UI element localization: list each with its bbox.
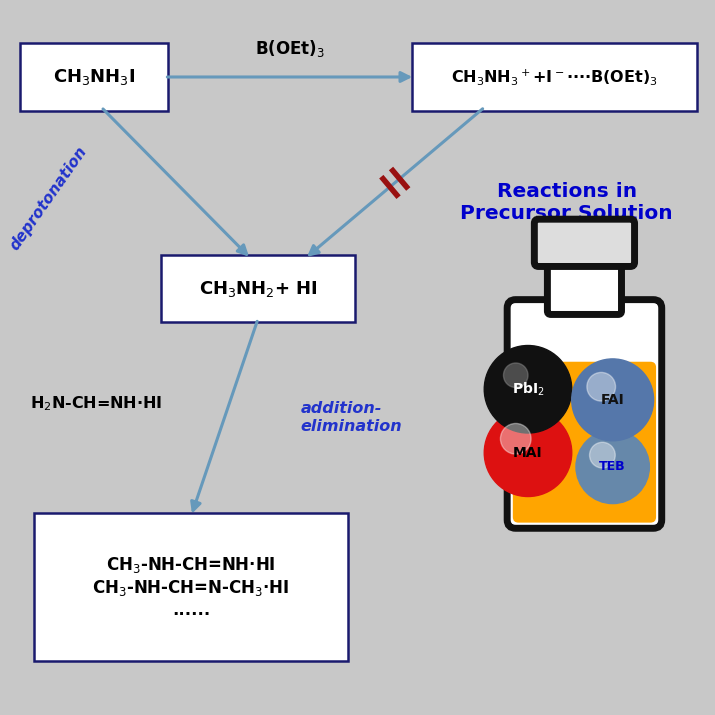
Circle shape: [576, 430, 649, 503]
Circle shape: [503, 363, 528, 388]
Text: B(OEt)$_3$: B(OEt)$_3$: [255, 39, 325, 59]
Text: PbI$_2$: PbI$_2$: [512, 380, 544, 398]
Circle shape: [500, 423, 531, 454]
FancyBboxPatch shape: [161, 255, 355, 322]
FancyBboxPatch shape: [548, 256, 621, 315]
Text: CH$_3$NH$_3$I: CH$_3$NH$_3$I: [53, 67, 135, 87]
Text: MAI: MAI: [513, 445, 543, 460]
Text: CH$_3$NH$_3$$^+$+I$^-$····B(OEt)$_3$: CH$_3$NH$_3$$^+$+I$^-$····B(OEt)$_3$: [451, 67, 658, 87]
Circle shape: [590, 443, 615, 468]
Text: Reactions in
Precursor Solution: Reactions in Precursor Solution: [460, 182, 673, 223]
Text: H$_2$N-CH=NH·HI: H$_2$N-CH=NH·HI: [31, 394, 162, 413]
FancyBboxPatch shape: [534, 220, 634, 267]
FancyBboxPatch shape: [507, 300, 661, 528]
Text: addition-
elimination: addition- elimination: [300, 401, 402, 434]
Text: FAI: FAI: [601, 393, 624, 407]
FancyBboxPatch shape: [20, 44, 168, 111]
Circle shape: [484, 409, 572, 496]
Text: deprotonation: deprotonation: [6, 144, 89, 253]
FancyBboxPatch shape: [513, 362, 656, 523]
Text: CH$_3$NH$_2$+ HI: CH$_3$NH$_2$+ HI: [199, 279, 317, 299]
Circle shape: [587, 373, 616, 401]
Circle shape: [572, 359, 654, 440]
FancyBboxPatch shape: [34, 513, 348, 661]
FancyBboxPatch shape: [412, 44, 697, 111]
Circle shape: [484, 345, 572, 433]
Text: TEB: TEB: [599, 460, 626, 473]
Text: CH$_3$-NH-CH=NH·HI
CH$_3$-NH-CH=N-CH$_3$·HI
......: CH$_3$-NH-CH=NH·HI CH$_3$-NH-CH=N-CH$_3$…: [92, 555, 290, 618]
